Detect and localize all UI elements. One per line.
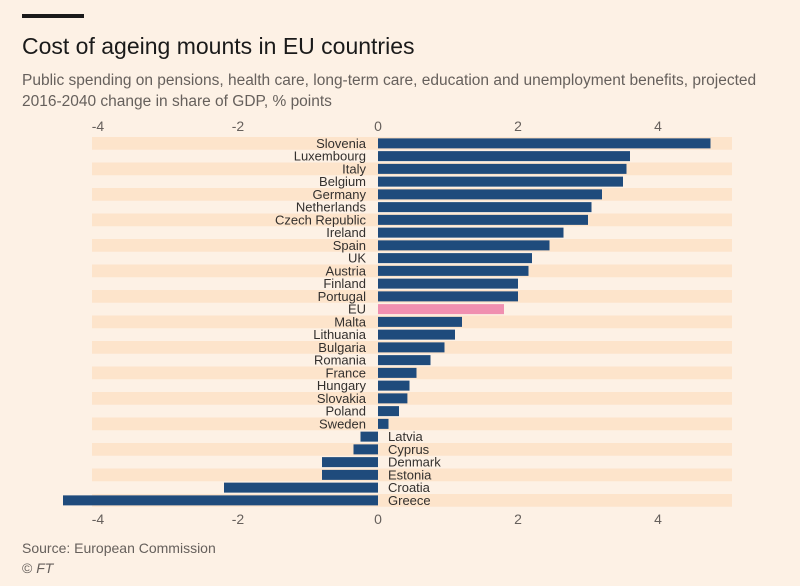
x-tick-label-top: 4 bbox=[654, 118, 662, 134]
bar-austria bbox=[378, 265, 529, 276]
category-label: Austria bbox=[326, 263, 367, 278]
category-label: Croatia bbox=[388, 480, 431, 495]
category-label: France bbox=[326, 365, 366, 380]
category-label: Ireland bbox=[326, 225, 366, 240]
category-label: Hungary bbox=[317, 378, 367, 393]
category-label: Czech Republic bbox=[275, 212, 367, 227]
bar-ireland bbox=[378, 227, 564, 238]
bar-slovenia bbox=[378, 138, 711, 149]
bar-cyprus bbox=[353, 444, 378, 455]
category-label: Netherlands bbox=[296, 200, 367, 215]
bar-netherlands bbox=[378, 202, 592, 213]
bar-malta bbox=[378, 316, 462, 327]
category-label: Finland bbox=[323, 276, 366, 291]
x-tick-label-top: 2 bbox=[514, 118, 522, 134]
category-label: Estonia bbox=[388, 467, 432, 482]
x-tick-label-top: 0 bbox=[374, 118, 382, 134]
category-label: Poland bbox=[326, 404, 366, 419]
row-stripe bbox=[92, 468, 732, 482]
bar-portugal bbox=[378, 291, 518, 302]
ft-credit: FT bbox=[36, 560, 54, 576]
x-tick-label-bottom: 2 bbox=[514, 511, 522, 527]
category-label: Slovakia bbox=[317, 391, 367, 406]
bar-greece bbox=[63, 495, 378, 506]
bar-latvia bbox=[360, 431, 378, 442]
bar-finland bbox=[378, 278, 518, 289]
category-label: UK bbox=[348, 251, 366, 266]
x-tick-label-bottom: 4 bbox=[654, 511, 662, 527]
category-label: Cyprus bbox=[388, 442, 430, 457]
bar-poland bbox=[378, 406, 399, 417]
x-tick-label-bottom: 0 bbox=[374, 511, 382, 527]
x-tick-label-bottom: -2 bbox=[232, 511, 245, 527]
row-stripe bbox=[92, 392, 732, 405]
category-label: Slovenia bbox=[316, 136, 367, 151]
category-label: Sweden bbox=[319, 416, 366, 431]
x-tick-label-top: -4 bbox=[92, 118, 105, 134]
x-tick-label-bottom: -4 bbox=[92, 511, 105, 527]
bar-croatia bbox=[224, 482, 378, 493]
bar-italy bbox=[378, 163, 627, 174]
category-label: Germany bbox=[313, 187, 367, 202]
bar-germany bbox=[378, 189, 602, 200]
bar-sweden bbox=[378, 418, 389, 429]
bar-bulgaria bbox=[378, 342, 445, 353]
bar-uk bbox=[378, 253, 532, 264]
category-label: Greece bbox=[388, 493, 431, 508]
bar-lithuania bbox=[378, 329, 455, 340]
category-label: Italy bbox=[342, 161, 366, 176]
category-label: Latvia bbox=[388, 429, 423, 444]
category-label: Denmark bbox=[388, 455, 441, 470]
category-label: EU bbox=[348, 302, 366, 317]
ft-header-rule bbox=[22, 14, 84, 18]
category-label: Luxembourg bbox=[294, 149, 366, 164]
bar-denmark bbox=[322, 457, 378, 468]
category-label: Romania bbox=[314, 353, 367, 368]
bar-czech-republic bbox=[378, 214, 588, 225]
bar-slovakia bbox=[378, 393, 408, 404]
x-tick-label-top: -2 bbox=[232, 118, 245, 134]
category-label: Belgium bbox=[319, 174, 366, 189]
copyright-credit: © FT bbox=[22, 560, 53, 576]
row-stripe bbox=[92, 417, 732, 431]
category-label: Lithuania bbox=[313, 327, 367, 342]
bar-hungary bbox=[378, 380, 410, 391]
category-label: Bulgaria bbox=[318, 340, 366, 355]
bar-luxembourg bbox=[378, 151, 630, 162]
bar-spain bbox=[378, 240, 550, 251]
chart-subtitle: Public spending on pensions, health care… bbox=[22, 72, 757, 110]
source-note: Source: European Commission bbox=[22, 540, 216, 556]
bar-france bbox=[378, 367, 417, 378]
bar-estonia bbox=[322, 469, 378, 480]
category-label: Portugal bbox=[318, 289, 367, 304]
category-label: Spain bbox=[333, 238, 366, 253]
copyright-symbol: © bbox=[22, 560, 33, 576]
chart-title: Cost of ageing mounts in EU countries bbox=[22, 33, 415, 59]
bar-eu bbox=[378, 304, 504, 315]
bar-romania bbox=[378, 355, 431, 366]
row-stripe bbox=[92, 443, 732, 456]
bar-belgium bbox=[378, 176, 623, 187]
category-label: Malta bbox=[334, 314, 367, 329]
